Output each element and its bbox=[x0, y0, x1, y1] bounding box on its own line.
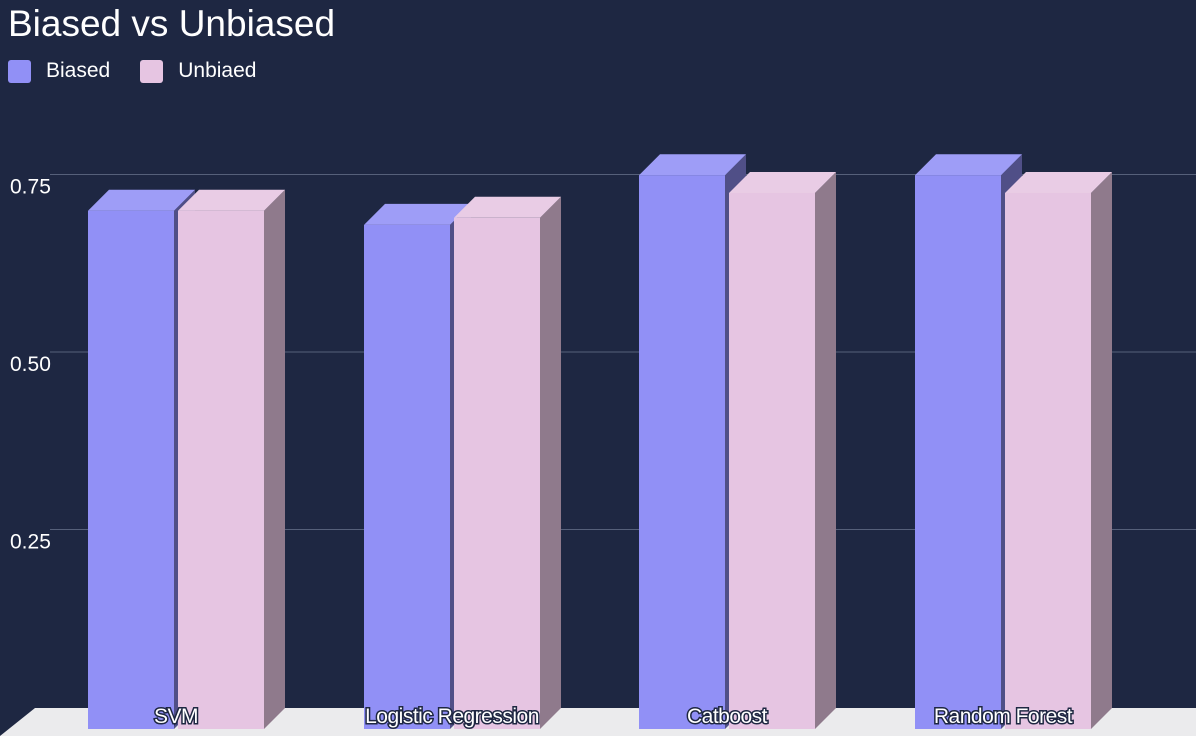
x-category-label: Catboost bbox=[687, 705, 768, 728]
bar-unbiased-catboost-side bbox=[815, 171, 836, 729]
bar-unbiased-logistic-regression bbox=[454, 217, 540, 730]
bar-unbiased-logistic-regression-side bbox=[540, 196, 561, 730]
bar-biased-catboost-top bbox=[639, 154, 746, 176]
x-category-label: Logistic Regression bbox=[365, 705, 539, 728]
y-tick-label: 0.25 bbox=[10, 531, 51, 554]
bar-unbiased-logistic-regression-top bbox=[454, 196, 561, 218]
chart-floor bbox=[0, 708, 1196, 736]
bar-unbiased-catboost bbox=[729, 192, 815, 729]
bar-unbiased-random-forest bbox=[1005, 192, 1091, 729]
bar-unbiased-svm bbox=[178, 210, 264, 729]
legend-label-biased: Biased bbox=[46, 59, 111, 82]
bar-biased-svm bbox=[88, 210, 174, 729]
bar-biased-svm-top bbox=[88, 189, 195, 211]
bar-biased-logistic-regression bbox=[364, 224, 450, 729]
bar-biased-random-forest-top bbox=[915, 154, 1022, 176]
bar-unbiased-svm-top bbox=[178, 189, 285, 211]
bar-biased-random-forest bbox=[915, 175, 1001, 729]
y-tick-label: 0.75 bbox=[10, 176, 51, 199]
bar-unbiased-catboost-top bbox=[729, 171, 836, 193]
bar-unbiased-random-forest-top bbox=[1005, 171, 1112, 193]
legend-item-unbiased[interactable]: Unbiaed bbox=[140, 58, 256, 84]
chart-title: Biased vs Unbiased bbox=[8, 3, 336, 44]
x-category-label: Random Forest bbox=[934, 705, 1073, 728]
legend-label-unbiased: Unbiaed bbox=[178, 59, 257, 82]
x-category-label: SVM bbox=[154, 705, 198, 728]
legend: Biased Unbiaed bbox=[8, 58, 286, 84]
bar-unbiased-random-forest-side bbox=[1091, 171, 1112, 729]
legend-swatch-biased bbox=[8, 59, 31, 83]
legend-swatch-unbiased bbox=[140, 59, 164, 83]
bar-biased-logistic-regression-top bbox=[364, 203, 471, 225]
bar-unbiased-svm-side bbox=[264, 189, 285, 729]
y-tick-label: 0.50 bbox=[10, 353, 51, 376]
legend-item-biased[interactable]: Biased bbox=[8, 58, 110, 84]
bar-biased-catboost bbox=[639, 175, 725, 729]
